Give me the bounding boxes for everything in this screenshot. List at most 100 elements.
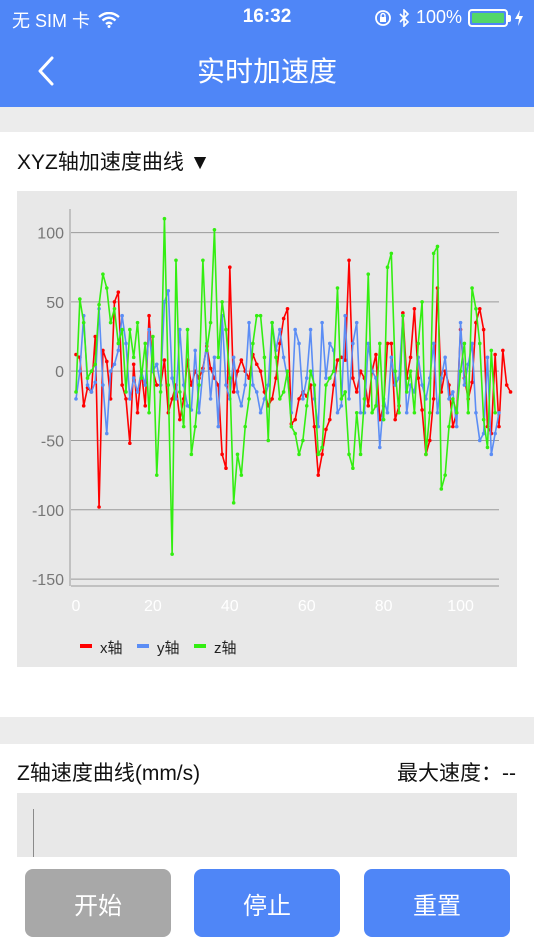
legend-swatch <box>80 644 92 648</box>
data-point <box>154 383 159 387</box>
data-point <box>174 397 178 401</box>
legend-label: x轴 <box>100 640 123 657</box>
data-point <box>435 410 440 415</box>
data-point <box>143 383 148 387</box>
data-point <box>328 341 332 346</box>
data-point <box>266 438 271 443</box>
data-point <box>401 313 405 318</box>
data-point <box>216 355 221 360</box>
legend-swatch <box>194 644 206 648</box>
data-point <box>497 424 501 429</box>
data-point <box>258 369 263 373</box>
data-point <box>351 376 355 380</box>
data-point <box>454 410 459 415</box>
data-point <box>108 320 113 325</box>
data-point <box>112 300 117 304</box>
data-point <box>285 369 290 373</box>
data-point <box>104 359 109 364</box>
data-point <box>385 410 390 415</box>
data-point <box>304 376 309 380</box>
data-point <box>93 380 98 385</box>
data-point <box>93 334 98 339</box>
data-point <box>170 552 174 556</box>
data-point <box>170 397 174 401</box>
data-point <box>427 410 432 415</box>
data-point <box>462 341 467 346</box>
data-point <box>393 369 397 373</box>
data-point <box>489 452 494 457</box>
data-point <box>281 355 286 360</box>
data-point <box>178 327 182 332</box>
data-point <box>85 376 90 380</box>
y-tick-label: 0 <box>55 364 64 381</box>
data-point <box>316 452 321 457</box>
data-point <box>451 390 455 394</box>
data-point <box>220 452 224 457</box>
y-tick-label: -150 <box>32 572 64 589</box>
data-point <box>262 355 267 360</box>
app-header: 无 SIM 卡 16:32 100% <box>0 0 534 107</box>
start-button[interactable]: 开始 <box>25 869 171 937</box>
data-point <box>493 410 497 415</box>
data-point <box>231 390 236 394</box>
data-point <box>78 369 82 373</box>
data-point <box>331 369 336 373</box>
data-point <box>274 376 278 380</box>
data-point <box>301 397 305 401</box>
data-point <box>343 313 347 318</box>
data-point <box>97 302 101 307</box>
carrier-label: 无 SIM 卡 <box>12 11 91 31</box>
data-point <box>128 397 132 401</box>
data-point <box>470 286 474 290</box>
data-point <box>408 369 413 373</box>
data-point <box>377 341 382 346</box>
data-point <box>354 320 359 325</box>
data-point <box>424 452 428 457</box>
data-point <box>404 390 409 394</box>
data-point <box>154 473 159 477</box>
data-point <box>481 417 486 422</box>
data-point <box>401 311 405 315</box>
stop-button[interactable]: 停止 <box>194 869 340 937</box>
data-point <box>74 397 78 401</box>
data-point <box>139 376 144 380</box>
data-point <box>208 366 213 371</box>
data-point <box>201 258 205 263</box>
data-point <box>377 445 382 450</box>
data-point <box>404 410 409 415</box>
x-tick-label: 40 <box>221 598 239 615</box>
back-button[interactable] <box>30 52 66 90</box>
data-point <box>254 362 259 367</box>
data-point <box>131 355 136 360</box>
reset-button[interactable]: 重置 <box>364 869 510 937</box>
section-divider <box>0 717 534 744</box>
data-point <box>397 410 401 415</box>
data-point <box>235 452 240 457</box>
data-point <box>331 383 336 387</box>
data-point <box>481 431 486 436</box>
data-point <box>447 397 451 401</box>
chart-type-dropdown[interactable]: XYZ轴加速度曲线 ▼ <box>17 151 211 174</box>
data-point <box>162 216 167 221</box>
data-point <box>128 327 132 332</box>
x-tick-label: 20 <box>144 598 162 615</box>
data-point <box>454 424 459 429</box>
data-point <box>174 258 178 263</box>
data-point <box>254 313 259 318</box>
data-point <box>112 362 117 367</box>
data-point <box>89 369 94 373</box>
data-point <box>485 355 490 360</box>
data-point <box>324 376 328 380</box>
data-point <box>312 383 317 387</box>
data-point <box>274 355 278 360</box>
data-point <box>289 424 294 429</box>
data-point <box>297 452 301 457</box>
data-point <box>212 355 217 360</box>
data-point <box>108 369 113 373</box>
data-point <box>347 397 351 401</box>
data-point <box>101 383 105 387</box>
data-point <box>477 307 482 311</box>
data-point <box>381 417 386 422</box>
data-point <box>89 390 94 394</box>
data-point <box>162 300 167 304</box>
